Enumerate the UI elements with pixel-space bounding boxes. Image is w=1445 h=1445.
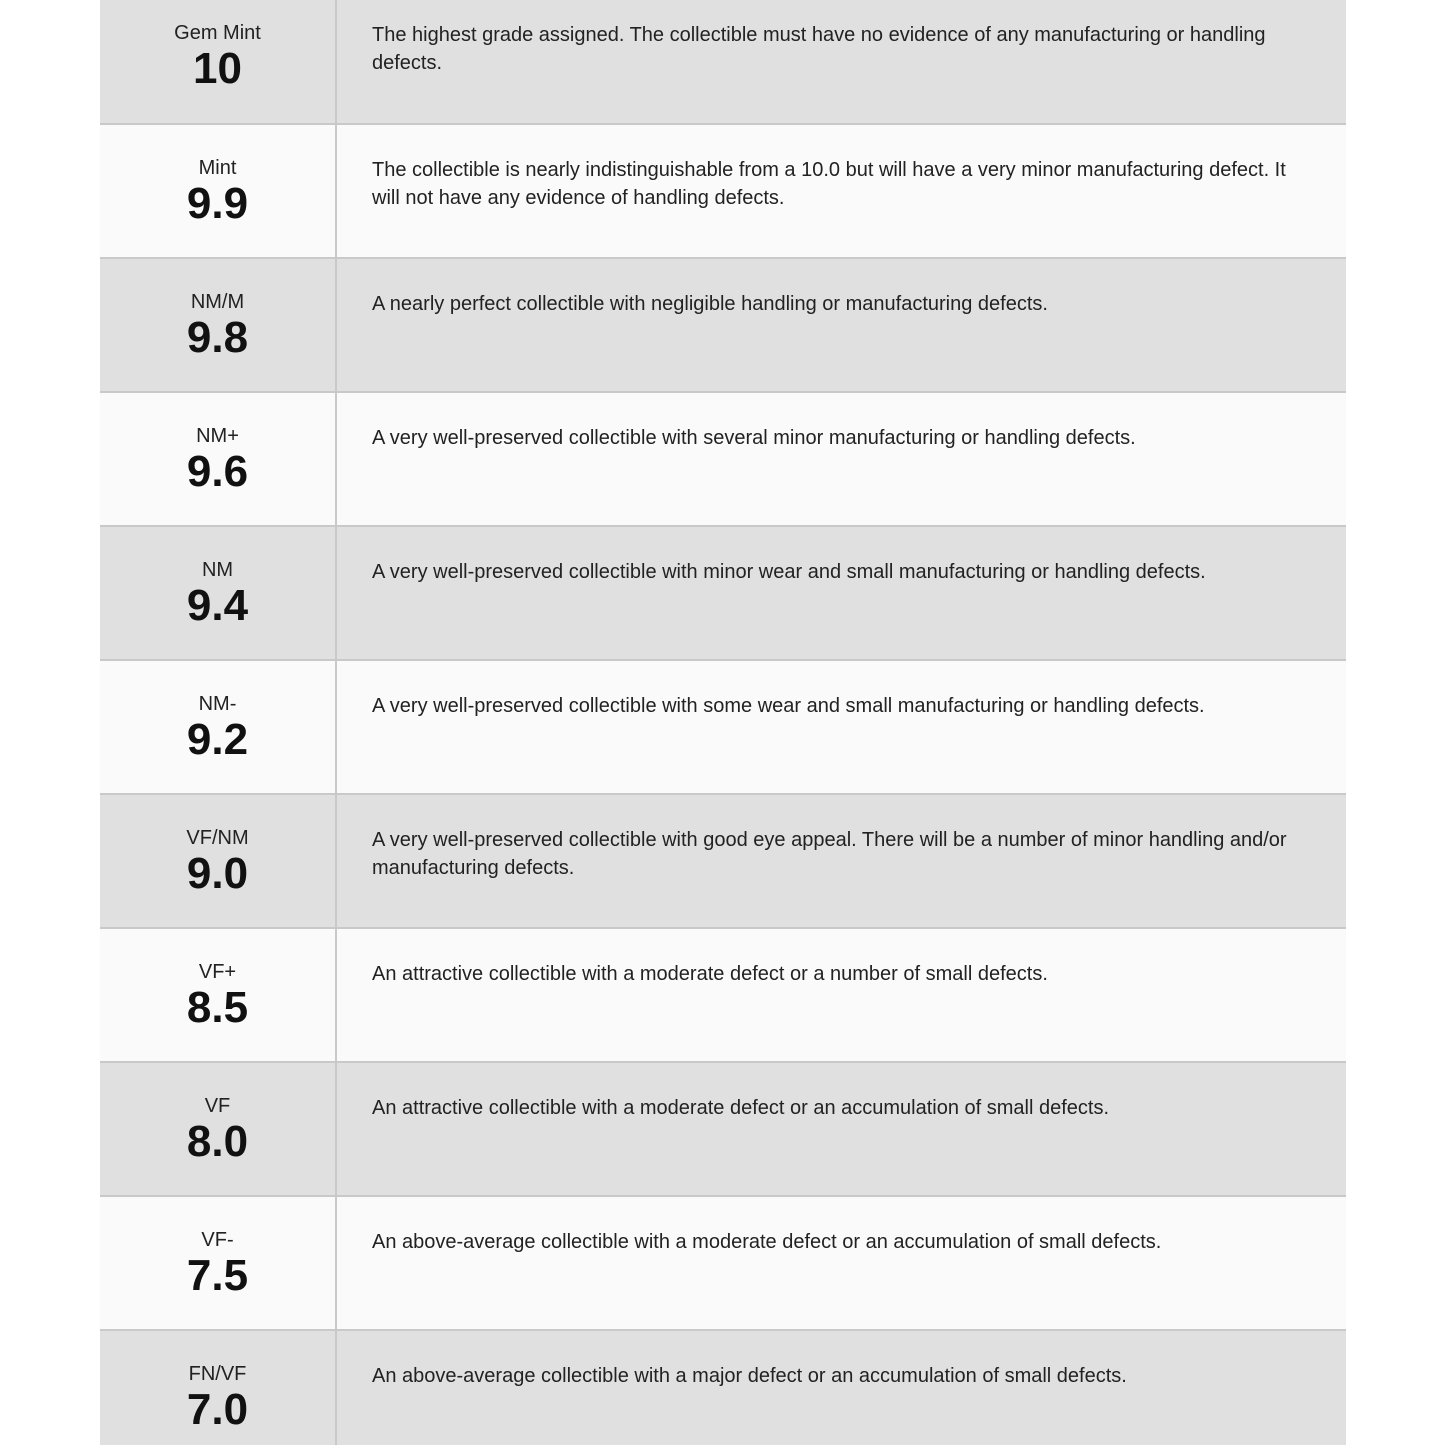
grade-row: VF/NM 9.0 A very well-preserved collectibl… — [100, 795, 1346, 929]
grade-value: 7.5 — [186, 1251, 249, 1300]
grade-label: NM — [201, 559, 234, 581]
grade-cell: VF 8.0 — [100, 1063, 337, 1195]
grade-label: VF/NM — [186, 827, 249, 849]
grade-cell: NM/M 9.8 — [100, 259, 337, 391]
grade-cell: VF/NM 9.0 — [100, 795, 337, 927]
grade-value: 8.5 — [186, 983, 249, 1032]
grade-cell: VF- 7.5 — [100, 1197, 337, 1329]
grade-label: Mint — [198, 157, 237, 179]
grade-description: An attractive collectible with a moderat… — [372, 1097, 1110, 1119]
grade-row: VF- 7.5 An above-average collectible with … — [100, 1197, 1346, 1331]
grade-cell: Gem Mint 10 — [100, 0, 337, 123]
grade-cell: NM 9.4 — [100, 527, 337, 659]
grade-label: NM/M — [190, 291, 245, 313]
grade-label: VF — [204, 1095, 231, 1117]
grade-description: An attractive collectible with a moderat… — [372, 963, 1048, 985]
grade-cell: NM+ 9.6 — [100, 393, 337, 525]
grade-label: NM- — [198, 693, 237, 715]
grade-label: Gem Mint — [174, 22, 261, 44]
grade-description: An above-average collectible with a mode… — [372, 1231, 1162, 1253]
grade-description: The collectible is nearly indistinguisha… — [372, 159, 1286, 209]
grade-value: 10 — [193, 44, 242, 93]
grade-description: An above-average collectible with a majo… — [372, 1365, 1127, 1387]
grade-row: VF 8.0 An attractive collectible with a mo… — [100, 1063, 1346, 1197]
grade-value: 9.0 — [186, 849, 249, 898]
grade-description: A very well-preserved collectible with m… — [372, 561, 1206, 583]
grade-value: 8.0 — [186, 1117, 249, 1166]
grade-description: A very well-preserved collectible with g… — [372, 829, 1287, 879]
grade-label: NM+ — [196, 425, 239, 447]
grade-description: A very well-preserved collectible with s… — [372, 695, 1205, 717]
grade-row: NM 9.4 A very well-preserved collectible w… — [100, 527, 1346, 661]
grade-value: 7.0 — [186, 1385, 249, 1434]
grade-cell: FN/VF 7.0 — [100, 1331, 337, 1445]
grade-row: NM- 9.2 A very well-preserved collectible … — [100, 661, 1346, 795]
grade-label: VF- — [201, 1229, 234, 1251]
grade-cell: Mint 9.9 — [100, 125, 337, 257]
grade-row: Mint 9.9 The collectible is nearly indisti… — [100, 125, 1346, 259]
grade-row: FN/VF 7.0 An above-average collectible wit… — [100, 1331, 1346, 1445]
grade-description: A very well-preserved collectible with s… — [372, 427, 1136, 449]
grading-table: Gem Mint 10 The highest grade assigned. Th… — [100, 0, 1346, 1445]
grade-value: 9.9 — [186, 179, 249, 228]
grade-label: FN/VF — [188, 1363, 247, 1385]
grade-cell: NM- 9.2 — [100, 661, 337, 793]
grade-value: 9.4 — [186, 581, 249, 630]
grade-value: 9.2 — [186, 715, 249, 764]
grade-label: VF+ — [198, 961, 237, 983]
grade-row: VF+ 8.5 An attractive collectible with a m… — [100, 929, 1346, 1063]
grade-description: The highest grade assigned. The collecti… — [372, 24, 1266, 74]
grade-row: NM+ 9.6 A very well-preserved collectible … — [100, 393, 1346, 527]
grade-description: A nearly perfect collectible with neglig… — [372, 293, 1048, 315]
grade-cell: VF+ 8.5 — [100, 929, 337, 1061]
grade-row: Gem Mint 10 The highest grade assigned. Th… — [100, 0, 1346, 125]
grade-value: 9.8 — [186, 313, 249, 362]
grade-row: NM/M 9.8 A nearly perfect collectible with… — [100, 259, 1346, 393]
grade-value: 9.6 — [186, 447, 249, 496]
